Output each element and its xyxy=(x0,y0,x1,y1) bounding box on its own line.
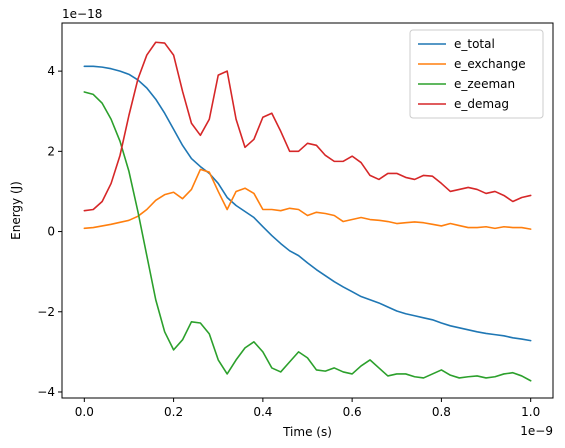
series-line-e_demag xyxy=(83,41,532,212)
x-axis-label: Time (s) xyxy=(282,425,332,439)
series-lines xyxy=(83,41,532,382)
y-tick-label: −2 xyxy=(37,305,55,319)
x-tick-label: 0.0 xyxy=(75,405,94,419)
legend-label: e_demag xyxy=(454,97,509,111)
y-axis: −4 −2 0 2 4 xyxy=(37,64,62,399)
y-offset-label: 1e−18 xyxy=(62,7,102,21)
x-tick-label: 1.0 xyxy=(521,405,540,419)
plot-area xyxy=(61,22,554,399)
series-line-e_zeeman xyxy=(83,91,532,382)
x-tick-label: 0.6 xyxy=(343,405,362,419)
legend-label: e_zeeman xyxy=(454,77,515,91)
series-line-e_total xyxy=(83,65,532,342)
x-offset-label: 1e−9 xyxy=(520,424,553,438)
y-tick-label: 0 xyxy=(47,225,55,239)
y-tick-label: 4 xyxy=(47,64,55,78)
axes-frame xyxy=(61,22,554,399)
x-tick-label: 0.8 xyxy=(432,405,451,419)
y-axis-label: Energy (J) xyxy=(9,181,23,240)
series-line-e_exchange xyxy=(83,168,532,230)
legend-box xyxy=(409,29,544,119)
x-axis: 0.0 0.2 0.4 0.6 0.8 1.0 xyxy=(75,398,540,419)
legend-label: e_total xyxy=(454,37,495,51)
y-tick-label: −4 xyxy=(37,385,55,399)
y-tick-label: 2 xyxy=(47,144,55,158)
legend-label: e_exchange xyxy=(454,57,526,71)
x-tick-label: 0.2 xyxy=(164,405,183,419)
x-tick-label: 0.4 xyxy=(253,405,272,419)
legend: e_total e_exchange e_zeeman e_demag xyxy=(409,29,544,119)
